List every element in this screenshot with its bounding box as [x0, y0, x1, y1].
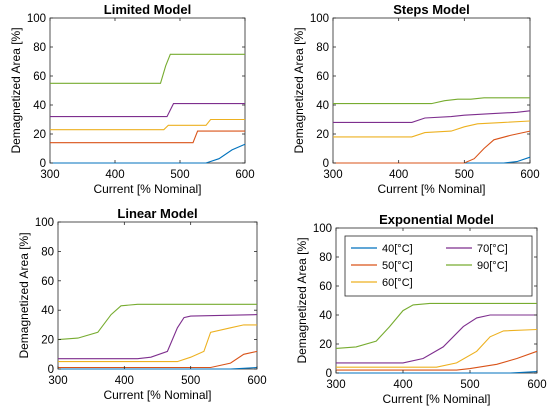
- x-tick-label: 600: [527, 379, 546, 391]
- y-tick-label: 100: [35, 217, 54, 229]
- y-tick-label: 40: [41, 305, 54, 317]
- chart-3: 300 400 500 600 0 20 40 60 80 100 Linear Model Curr…: [17, 206, 267, 402]
- y-tick-label: 60: [41, 276, 54, 288]
- series-line-4: [50, 103, 245, 118]
- x-tick-label: 500: [170, 169, 189, 181]
- x-tick-label: 500: [181, 375, 200, 387]
- y-tick-label: 40: [319, 310, 332, 322]
- y-tick-label: 0: [326, 368, 332, 380]
- chart-2: 300 400 500 600 0 20 40 60 80 100 Steps Model Curre…: [292, 2, 540, 196]
- plot-area: [332, 17, 531, 164]
- legend-entry-3: 60[°C]: [382, 277, 413, 289]
- series-line-5: [57, 303, 257, 341]
- plot-area: [49, 17, 246, 164]
- x-tick-label: 500: [455, 169, 474, 181]
- series-line-5: [333, 97, 530, 105]
- x-axis-label: Current [% Nominal]: [382, 392, 490, 406]
- legend-entry-5: 90[°C]: [477, 260, 508, 272]
- y-tick-label: 80: [316, 42, 329, 54]
- y-tick-label: 0: [323, 158, 329, 170]
- x-tick-label: 600: [235, 169, 254, 181]
- y-tick-label: 60: [316, 71, 329, 83]
- legend-entry-1: 40[°C]: [382, 243, 413, 255]
- series-line-5: [50, 53, 245, 84]
- legend: 40[°C] 50[°C] 60[°C] 70[°C] 90[°C]: [344, 235, 533, 297]
- x-tick-label: 300: [326, 379, 345, 391]
- x-axis-label: Current [% Nominal]: [103, 388, 211, 402]
- x-tick-label: 300: [323, 169, 342, 181]
- series-line-1: [336, 371, 538, 374]
- x-tick-label: 500: [460, 379, 479, 391]
- y-axis-label: Demagnetized Area [%]: [17, 232, 31, 358]
- legend-entry-4: 70[°C]: [477, 243, 508, 255]
- x-tick-label: 400: [105, 169, 124, 181]
- x-tick-label: 300: [40, 169, 59, 181]
- legend-box: [344, 235, 533, 297]
- y-tick-label: 100: [27, 13, 46, 25]
- y-tick-label: 20: [41, 335, 54, 347]
- series-line-4: [333, 110, 531, 123]
- y-tick-label: 40: [316, 100, 329, 112]
- plot-area: [57, 221, 258, 370]
- series-line-2: [58, 350, 258, 369]
- y-tick-label: 20: [33, 129, 46, 141]
- y-axis-label: Demagnetized Area [%]: [295, 237, 309, 363]
- x-tick-label: 400: [389, 169, 408, 181]
- series-line-4: [58, 314, 258, 360]
- y-tick-label: 80: [41, 246, 54, 258]
- x-tick-label: 400: [115, 375, 134, 387]
- series-line-5: [335, 302, 537, 349]
- series-line-4: [336, 314, 537, 364]
- y-tick-label: 0: [40, 158, 46, 170]
- x-tick-label: 600: [520, 169, 539, 181]
- chart-title: Limited Model: [104, 2, 191, 17]
- y-tick-label: 0: [48, 364, 54, 376]
- y-tick-label: 100: [313, 223, 332, 235]
- x-tick-label: 600: [247, 375, 266, 387]
- y-tick-label: 100: [310, 13, 329, 25]
- chart-title: Steps Model: [393, 2, 470, 17]
- y-tick-label: 40: [33, 100, 46, 112]
- series-line-3: [50, 118, 245, 131]
- y-tick-label: 60: [319, 281, 332, 293]
- chart-4: 300 400 500 600 0 20 40 60 80 100 Exponential Mode…: [295, 212, 547, 406]
- legend-entry-2: 50[°C]: [382, 260, 413, 272]
- chart-1: 300 400 500 600 0 20 40 60 80 100 Limited Model Cur…: [9, 2, 255, 196]
- series-line-3: [333, 120, 531, 138]
- y-axis-label: Demagnetized Area [%]: [292, 27, 306, 153]
- series-line-3: [58, 324, 257, 363]
- chart-title: Exponential Model: [379, 212, 494, 227]
- series-line-2: [336, 350, 538, 371]
- chart-title: Linear Model: [117, 206, 197, 221]
- y-tick-label: 60: [33, 71, 46, 83]
- series-line-1: [50, 143, 246, 164]
- y-tick-label: 20: [319, 339, 332, 351]
- y-tick-label: 80: [33, 42, 46, 54]
- series-line-3: [336, 328, 538, 368]
- series-line-2: [50, 130, 245, 144]
- x-tick-label: 300: [48, 375, 67, 387]
- y-tick-label: 80: [319, 252, 332, 264]
- y-axis-label: Demagnetized Area [%]: [9, 27, 23, 153]
- x-axis-label: Current [% Nominal]: [377, 182, 485, 196]
- x-tick-label: 400: [393, 379, 412, 391]
- series-line-1: [58, 366, 258, 370]
- y-tick-label: 20: [316, 129, 329, 141]
- x-axis-label: Current [% Nominal]: [93, 182, 201, 196]
